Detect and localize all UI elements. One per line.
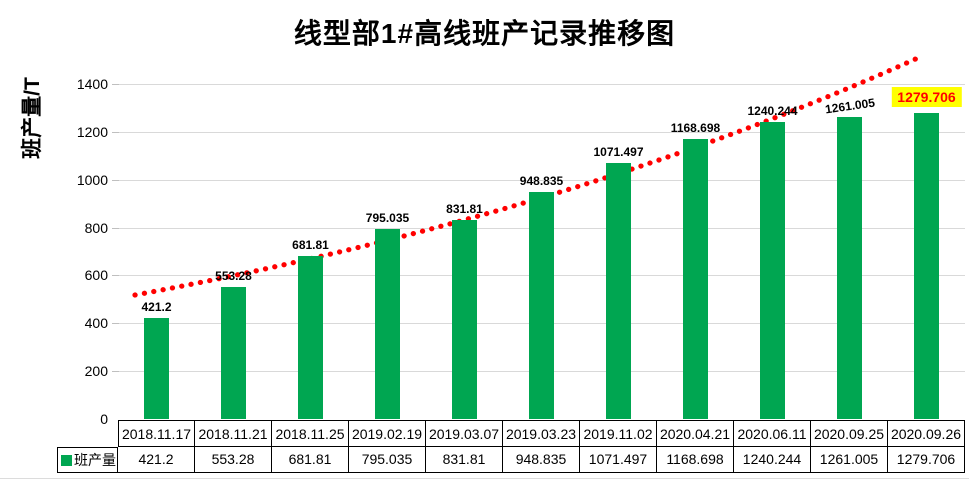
bar: [606, 162, 631, 419]
legend-swatch-icon: [61, 454, 72, 466]
date-cell: 2019.02.19: [349, 420, 426, 447]
bar: [298, 255, 323, 419]
date-cell: 2020.09.25: [811, 420, 888, 447]
bar-value-label: 831.81: [446, 201, 483, 216]
date-cell: 2020.06.11: [734, 420, 811, 447]
value-cell: 1168.698: [657, 447, 734, 473]
gridline: [118, 84, 965, 85]
y-axis-tick: [112, 323, 119, 325]
bar: [760, 122, 785, 419]
y-tick-label: 600: [84, 267, 108, 284]
bar: [914, 112, 939, 419]
y-tick-label: 800: [84, 219, 108, 236]
value-cell: 795.035: [349, 447, 426, 473]
bar-value-label: 681.81: [292, 237, 329, 252]
date-cell: 2018.11.25: [272, 420, 349, 447]
bar: [375, 228, 400, 419]
y-tick-label: 0: [100, 411, 108, 427]
y-axis-tick: [112, 84, 119, 85]
table-spacer: [57, 420, 118, 447]
bar-value-label: 1240.244: [747, 104, 798, 119]
legend-cell: 班产量: [57, 447, 118, 473]
value-cell: 1240.244: [734, 447, 811, 473]
bar: [837, 117, 862, 419]
bar: [529, 191, 554, 419]
value-cell: 421.2: [118, 447, 195, 473]
date-cell: 2019.03.23: [503, 420, 580, 447]
bar: [144, 318, 169, 419]
y-axis-tick: [112, 131, 119, 133]
bar-value-label: 1168.698: [670, 121, 721, 136]
date-cell: 2019.11.02: [580, 420, 657, 447]
y-tick-label: 200: [84, 363, 108, 380]
bar-value-label: 421.2: [141, 300, 172, 315]
y-axis-tick: [112, 275, 119, 277]
bar-value-label: 1071.497: [593, 144, 644, 159]
bar-value-label: 553.28: [215, 268, 252, 283]
date-cell: 2020.04.21: [657, 420, 734, 447]
bar: [221, 286, 246, 419]
date-cell: 2020.09.26: [888, 420, 965, 447]
y-axis-tick: [112, 371, 119, 373]
date-cell: 2018.11.17: [118, 420, 195, 447]
bar-value-label: 948.835: [519, 173, 564, 188]
y-tick-label: 1200: [76, 123, 108, 140]
bar-value-label: 1261.005: [823, 95, 876, 117]
y-axis-tick: [112, 227, 119, 229]
y-tick-label: 400: [84, 315, 108, 332]
value-cell: 1071.497: [580, 447, 657, 473]
chart-title: 线型部1#高线班产记录推移图: [293, 18, 676, 49]
bar: [452, 219, 477, 419]
value-cell: 948.835: [503, 447, 580, 473]
bar-value-label: 795.035: [365, 210, 410, 225]
value-cell: 681.81: [272, 447, 349, 473]
date-cell: 2018.11.21: [195, 420, 272, 447]
value-cell: 831.81: [426, 447, 503, 473]
bar: [683, 139, 708, 419]
y-axis-title: 班产量/T: [21, 77, 44, 159]
bottom-edge-line: [0, 478, 969, 479]
y-axis-tick: [112, 179, 119, 181]
y-tick-label: 1000: [76, 171, 108, 188]
data-table: 2018.11.17 2018.11.21 2018.11.25 2019.02.19…: [57, 420, 965, 473]
value-cell: 553.28: [195, 447, 272, 473]
value-cell: 1261.005: [811, 447, 888, 473]
bar-value-label-highlighted: 1279.706: [891, 86, 962, 107]
y-tick-label: 1400: [76, 76, 108, 92]
legend-label: 班产量: [74, 452, 116, 468]
value-cell: 1279.706: [888, 447, 965, 473]
date-cell: 2019.03.07: [426, 420, 503, 447]
